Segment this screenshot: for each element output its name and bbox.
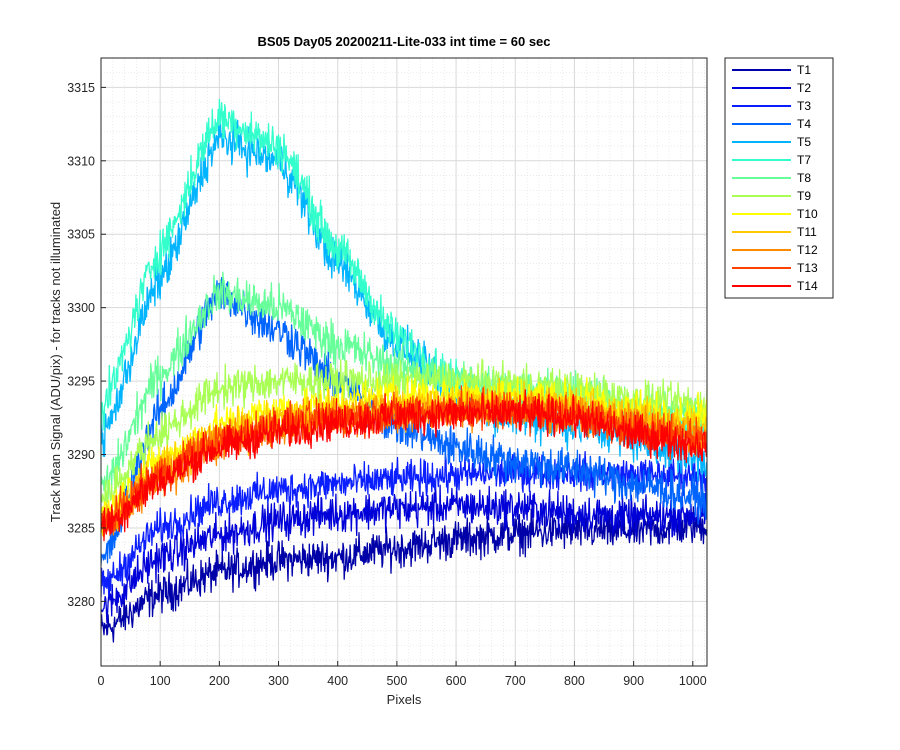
- legend-label: T2: [797, 81, 811, 95]
- legend-label: T4: [797, 117, 811, 131]
- plot-area-frame: [100, 57, 708, 667]
- legend-label: T14: [797, 279, 818, 293]
- x-tick-label: 900: [623, 674, 644, 688]
- series-line-t3: [101, 451, 707, 598]
- legend-label: T11: [797, 225, 817, 239]
- x-tick-label: 500: [386, 674, 407, 688]
- legend: T1 T2 T3 T4 T5 T7 T8 T9 T10 T11 T12 T13 T14: [724, 57, 834, 299]
- y-tick-label: 3300: [67, 301, 95, 315]
- y-tick-label: 3305: [67, 228, 95, 242]
- x-tick-label: 200: [209, 674, 230, 688]
- x-tick-label: 800: [564, 674, 585, 688]
- series-line-t2: [101, 483, 707, 624]
- y-tick-label: 3285: [67, 521, 95, 535]
- y-tick-label: 3310: [67, 154, 95, 168]
- legend-label: T8: [797, 171, 811, 185]
- y-tick-label: 3315: [67, 81, 95, 95]
- legend-label: T3: [797, 99, 811, 113]
- x-tick-label: 1000: [679, 674, 707, 688]
- x-tick-label: 0: [98, 674, 105, 688]
- x-axis-label: Pixels: [387, 692, 422, 707]
- legend-label: T10: [797, 207, 818, 221]
- series-group: [101, 98, 707, 643]
- axis-ticks: 0 100 200 300 400 500 600 700 800 900 1000 3280 3285…: [67, 81, 707, 688]
- y-tick-label: 3280: [67, 595, 95, 609]
- series-line-t9: [101, 358, 707, 511]
- x-tick-label: 300: [268, 674, 289, 688]
- legend-label: T1: [797, 63, 811, 77]
- x-tick-label: 400: [327, 674, 348, 688]
- legend-label: T5: [797, 135, 811, 149]
- legend-label: T7: [797, 153, 811, 167]
- y-tick-label: 3290: [67, 448, 95, 462]
- y-axis-label: Track Mean Signal (ADU/pix) - for tracks…: [48, 202, 63, 522]
- legend-label: T13: [797, 261, 818, 275]
- x-tick-label: 100: [150, 674, 171, 688]
- x-tick-label: 600: [446, 674, 467, 688]
- x-tick-label: 700: [505, 674, 526, 688]
- y-tick-label: 3295: [67, 375, 95, 389]
- chart-title: BS05 Day05 20200211-Lite-033 int time = …: [257, 34, 550, 49]
- legend-label: T12: [797, 243, 818, 257]
- series-line-t14: [101, 389, 707, 542]
- legend-label: T9: [797, 189, 811, 203]
- series-line-t1: [101, 506, 707, 643]
